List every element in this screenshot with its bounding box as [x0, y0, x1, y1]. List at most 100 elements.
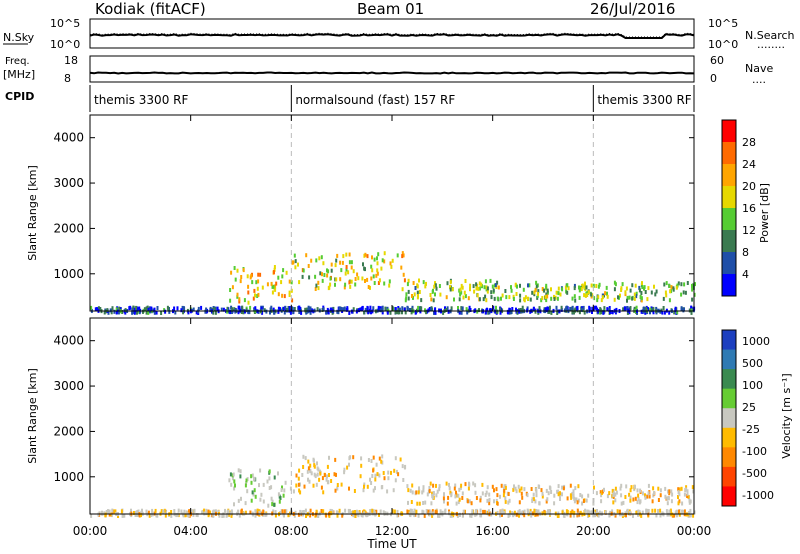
echo-cell	[569, 483, 572, 488]
echo-cell	[113, 509, 116, 514]
echo-cell	[378, 512, 380, 517]
echo-cell	[659, 508, 662, 513]
echo-cell	[119, 307, 122, 312]
echo-cell	[170, 510, 173, 514]
echo-cell	[444, 306, 446, 311]
echo-cell	[668, 283, 671, 288]
echo-cell	[519, 293, 522, 298]
echo-cell	[612, 500, 615, 505]
echo-cell	[541, 491, 544, 496]
echo-cell	[417, 490, 420, 495]
echo-cell	[320, 255, 323, 260]
echo-cell	[438, 487, 441, 492]
echo-cell	[433, 310, 435, 315]
echo-cell	[650, 308, 653, 313]
echo-cell	[559, 292, 562, 297]
echo-cell	[663, 282, 666, 287]
echo-cell	[238, 297, 241, 302]
echo-cell	[246, 477, 249, 482]
colorbar-cell	[722, 274, 736, 297]
colorbar-cell	[722, 427, 736, 448]
echo-cell	[344, 282, 347, 287]
echo-cell	[430, 297, 433, 302]
echo-cell	[637, 512, 639, 517]
echo-cell	[387, 470, 390, 475]
echo-cell	[573, 286, 576, 291]
echo-cell	[592, 513, 595, 518]
echo-cell	[487, 509, 490, 514]
echo-cell	[348, 462, 350, 467]
echo-cell	[633, 292, 636, 297]
echo-cell	[444, 508, 447, 513]
echo-cell	[518, 513, 520, 518]
echo-cell	[378, 278, 381, 283]
echo-cell	[609, 510, 612, 515]
echo-cell	[478, 308, 480, 313]
echo-cell	[310, 308, 313, 313]
echo-cell	[606, 494, 609, 499]
echo-cell	[145, 509, 148, 514]
echo-cell	[205, 307, 208, 312]
echo-cell	[453, 486, 456, 491]
echo-cell	[140, 513, 142, 518]
echo-cell	[479, 513, 482, 518]
echo-cell	[330, 268, 333, 273]
echo-cell	[214, 509, 217, 514]
cpid-segment-label: normalsound (fast) 157 RF	[295, 93, 455, 107]
echo-cell	[404, 298, 407, 303]
echo-cell	[677, 487, 680, 492]
echo-cell	[692, 489, 695, 494]
echo-cell	[326, 474, 328, 479]
time-axis: 00:00 04:00 08:00 12:00 16:00 20:00 00:00	[73, 115, 711, 538]
echo-cell	[326, 268, 328, 273]
echo-cell	[475, 286, 478, 291]
power-ylabel: Slant Range [km]	[26, 165, 39, 261]
echo-cell	[435, 286, 438, 291]
echo-cell	[348, 252, 351, 257]
echo-cell	[256, 294, 259, 298]
echo-cell	[453, 297, 455, 302]
echo-cell	[582, 305, 585, 310]
echo-cell	[441, 510, 444, 515]
date-title: 26/Jul/2016	[590, 0, 675, 18]
echo-cell	[680, 486, 683, 491]
echo-cell	[376, 271, 379, 276]
echo-cell	[458, 512, 461, 517]
echo-cell	[620, 501, 623, 506]
nave-label: Nave	[745, 62, 773, 75]
echo-cell	[278, 494, 281, 499]
echo-cell	[439, 509, 442, 514]
echo-cell	[488, 492, 491, 497]
colorbar-tick-label: 25	[742, 401, 756, 414]
echo-cell	[641, 510, 644, 515]
echo-cell	[584, 508, 587, 513]
echo-cell	[376, 268, 379, 273]
echo-cell	[461, 491, 464, 496]
echo-cell	[591, 310, 593, 314]
echo-cell	[309, 306, 312, 311]
echo-cell	[487, 310, 490, 315]
echo-cell	[572, 513, 575, 518]
echo-cell	[429, 307, 432, 312]
echo-cell	[212, 513, 215, 518]
echo-cell	[644, 290, 647, 294]
echo-cell	[298, 468, 301, 473]
echo-cell	[373, 257, 376, 262]
echo-cell	[212, 310, 215, 315]
echo-cell	[348, 509, 351, 513]
echo-cell	[559, 491, 561, 496]
echo-cell	[437, 513, 439, 518]
echo-cell	[507, 500, 510, 505]
echo-cell	[290, 280, 293, 285]
echo-cell	[413, 508, 416, 513]
echo-cell	[227, 509, 230, 514]
echo-cell	[626, 509, 628, 514]
echo-cell	[352, 307, 355, 312]
echo-cell	[683, 509, 686, 514]
echo-cell	[667, 496, 670, 501]
echo-cell	[646, 508, 649, 513]
echo-cell	[435, 493, 438, 498]
echo-cell	[160, 509, 163, 514]
echo-cell	[443, 492, 445, 497]
echo-cell	[397, 472, 400, 477]
